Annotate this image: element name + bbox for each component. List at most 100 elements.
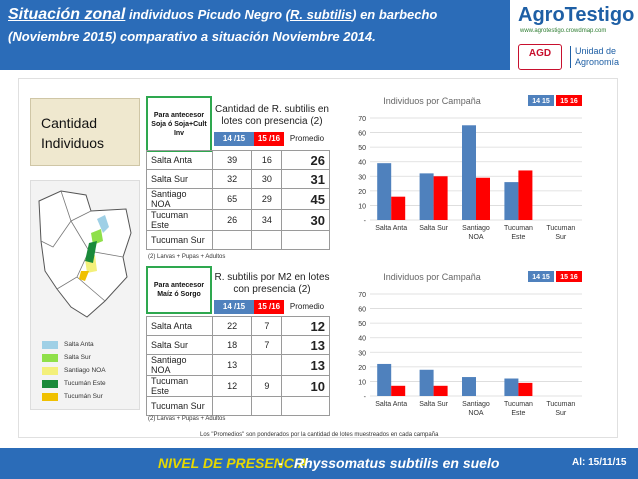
chart-maiz: Individuos por Campaña 14 15 15 16 - 10 20 30 4… [358,271,582,417]
table-cell-b: 34 [251,209,283,231]
legend-label: Tucumán Sur [64,393,103,400]
bar [419,173,434,220]
table-cell-a: 13 [211,354,253,376]
table-cell-a: 39 [211,150,253,170]
table-cell-b [251,354,283,376]
zone-tucuman-este [85,241,97,263]
table1-col-1516: 15 /16 [254,132,284,146]
bar [377,363,392,396]
table-cell-p: 13 [281,335,330,355]
table-cell-a [211,230,253,250]
bar [462,125,476,220]
table-row: Tucuman Sur [146,230,330,250]
y-tick-label: 10 [358,379,366,386]
x-tick-label: Salta Anta [375,401,407,408]
footer-sep: - [278,455,283,471]
legend-swatch [42,353,58,362]
table-cell-name: Santiago NOA [146,188,213,210]
bar [433,385,448,396]
y-tick-label: 40 [358,336,366,343]
x-tick-label: Santiago [462,225,490,232]
x-tick-label: Este [511,410,525,417]
table-row: Tucuman Este 26 34 30 [146,209,330,231]
table-cell-name: Salta Anta [146,150,213,170]
x-tick-label: Sur [555,410,567,417]
table-cell-b: 16 [251,150,283,170]
table-cell-b [251,396,283,416]
table1-col-1415: 14 /15 [214,132,254,146]
table-cell-name: Tucuman Este [146,375,213,397]
table-cell-b: 30 [251,169,283,189]
table-cell-a [211,396,253,416]
legend-item: Santiago NOA [42,364,106,377]
bar [433,176,448,220]
logo-name: AgroTestigo [518,4,635,26]
cantidad-label: Cantidad Individuos [30,98,140,166]
legend-badge-rect [556,95,582,106]
table-cell-b: 7 [251,335,283,355]
bar [504,182,519,220]
table-row: Santiago NOA 65 29 45 [146,188,330,210]
x-tick-label: Tucuman [504,225,533,232]
agrotestigo-logo: AgroTestigo www.agrotestigo.crowdmap.com… [510,0,638,75]
legend-badge-label: 14 15 [532,274,550,281]
bar [518,382,533,396]
table-row: Salta Anta 22 7 12 [146,316,330,336]
legend-badge-label: 15 16 [560,98,578,105]
table-maiz: Salta Anta 22 7 12 Salta Sur 18 7 13 Santiago NO… [146,316,330,416]
table-cell-p [281,230,330,250]
y-tick-label: - [364,218,367,225]
table-cell-name: Santiago NOA [146,354,213,376]
y-tick-label: 50 [358,145,366,152]
y-tick-label: 30 [358,350,366,357]
table2-col-1516: 15 /16 [254,300,284,314]
table1-title: Cantidad de R. subtilis en lotes con pre… [215,104,329,127]
table-cell-p: 30 [281,209,330,231]
bar [462,377,476,396]
chart-soja: Individuos por Campaña 14 15 15 16 - 10 20 30 4… [358,95,582,241]
header-line-2: (Noviembre 2015) comparativo a situación… [8,29,376,44]
bar [504,378,519,396]
table-cell-a: 12 [211,375,253,397]
table2-col-promedio: Promedio [289,302,325,311]
footer-date: Al: 15/11/15 [572,457,627,468]
bar [476,177,490,220]
y-tick-label: 40 [358,160,366,167]
legend-badge-label: 15 16 [560,274,578,281]
table2-note: (2) Larvas + Pupas + Adultos [148,416,226,422]
bar [419,369,434,396]
zone-salta-sur [91,229,103,245]
zone-salta-anta [97,215,109,233]
table-cell-p: 45 [281,188,330,210]
legend-swatch [42,340,58,349]
page-header: Situación zonal individuos Picudo Negro … [0,0,510,70]
table-cell-name: Tucuman Este [146,209,213,231]
x-tick-label: Tucuman [546,401,575,408]
table-cell-a: 65 [211,188,253,210]
table-cell-name: Salta Sur [146,335,213,355]
table-cell-b: 9 [251,375,283,397]
promedio-note: Los "Promedios" son ponderados por la ca… [200,432,439,438]
y-tick-label: 10 [358,203,366,210]
table2-title: R. subtilis por M2 en lotes con presenci… [214,272,330,295]
page-footer: NIVEL DE PRESENCIA - Rhyssomatus subtili… [0,448,638,479]
y-tick-label: 20 [358,189,366,196]
y-tick-label: - [364,394,367,401]
content-frame [18,78,618,438]
zone-tucuman-sur [79,271,89,281]
x-tick-label: Este [511,234,525,241]
legend-badge-rect [556,271,582,282]
table-cell-p: 10 [281,375,330,397]
legend-swatch [42,366,58,375]
header-title-rest-1: individuos Picudo Negro ( [125,7,291,22]
table-cell-b: 7 [251,316,283,336]
y-tick-label: 20 [358,365,366,372]
x-tick-label: Santiago [462,401,490,408]
table2-col-1415: 14 /15 [214,300,254,314]
header-title-rest-2: ) en barbecho [352,7,438,22]
x-tick-label: Salta Sur [419,225,448,232]
legend-item: Salta Sur [42,351,106,364]
y-tick-label: 70 [358,292,366,299]
bar [391,385,406,396]
table-cell-a: 32 [211,169,253,189]
